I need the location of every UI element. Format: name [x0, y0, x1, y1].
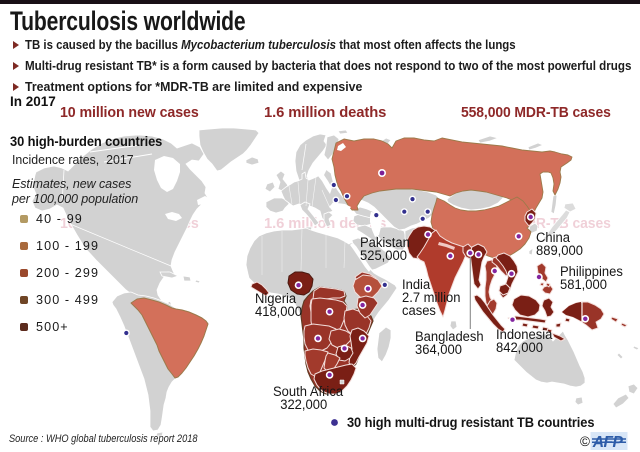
svg-text:©: ©: [580, 434, 590, 449]
